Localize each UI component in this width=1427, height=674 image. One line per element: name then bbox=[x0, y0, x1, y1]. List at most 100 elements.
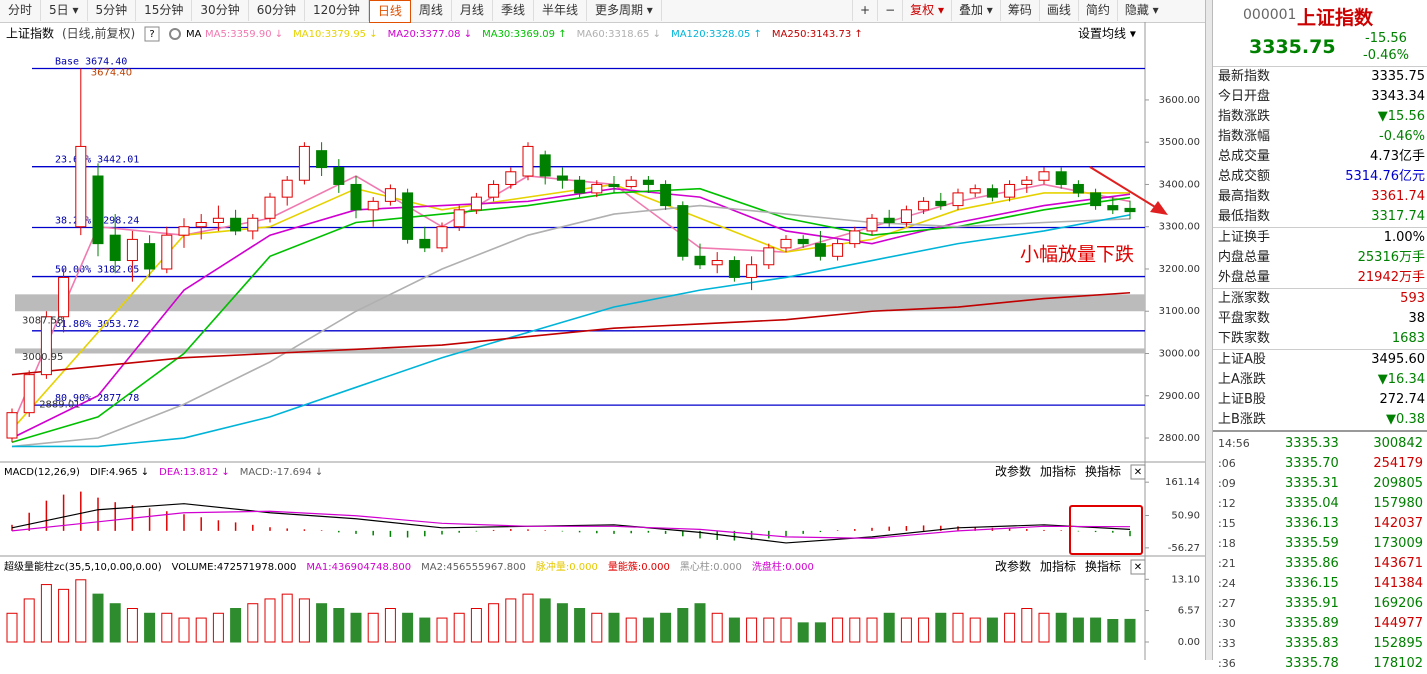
volume-bar bbox=[298, 598, 310, 643]
period-tab[interactable]: 120分钟 bbox=[305, 0, 369, 21]
quote-row: 下跌家数 1683 bbox=[1213, 329, 1427, 349]
tool-button[interactable]: + bbox=[852, 0, 877, 21]
fib-label: 80.90% 2877.78 bbox=[55, 393, 139, 404]
splitter[interactable] bbox=[1205, 0, 1213, 660]
candle-body bbox=[711, 260, 723, 266]
ma-line bbox=[12, 214, 1131, 448]
period-tab[interactable]: 15分钟 bbox=[136, 0, 193, 21]
candle-body bbox=[556, 175, 568, 181]
ma-line bbox=[11, 204, 1131, 448]
candle-body bbox=[1055, 171, 1067, 185]
tick-time: :21 bbox=[1218, 557, 1236, 570]
period-tab[interactable]: 半年线 bbox=[534, 0, 587, 21]
quote-row: 上涨家数 593 bbox=[1213, 288, 1427, 309]
tool-button[interactable]: 画线 bbox=[1038, 0, 1078, 21]
period-tab[interactable]: 60分钟 bbox=[249, 0, 305, 21]
period-tab[interactable]: 5日 ▾ bbox=[41, 0, 88, 21]
period-tab[interactable]: 30分钟 bbox=[192, 0, 249, 21]
y-tick-label: 3300.00 bbox=[1159, 222, 1200, 233]
volume-bar bbox=[763, 617, 775, 643]
period-tab[interactable]: 分时 bbox=[0, 0, 42, 21]
annotation-arrow bbox=[1089, 166, 1161, 211]
quote-label: 上A涨跌 bbox=[1218, 372, 1266, 387]
highlight-box bbox=[1069, 505, 1143, 555]
volume-bar bbox=[574, 608, 586, 643]
candle-body bbox=[694, 255, 706, 266]
ma-legend: MA10:3379.95 ↓ bbox=[293, 29, 377, 40]
indicator-button[interactable]: 改参数 bbox=[995, 464, 1031, 479]
tool-button[interactable]: 筹码 bbox=[999, 0, 1039, 21]
volume-bar bbox=[591, 612, 603, 643]
tick-price: 3335.33 bbox=[1285, 436, 1339, 451]
toolbar: 分时 5日 ▾ 5分钟 15分钟 30分钟 60分钟 120分钟 日线 周线 月线 季线 半年线 更多周… bbox=[0, 0, 1205, 23]
quote-row: 上证A股 3495.60 bbox=[1213, 349, 1427, 370]
dea-line bbox=[11, 510, 1131, 540]
tool-button[interactable]: 简约 bbox=[1077, 0, 1117, 21]
quote-row: 最新指数 3335.75 bbox=[1213, 67, 1427, 87]
volume-bar bbox=[419, 617, 431, 643]
candle-body bbox=[935, 200, 947, 207]
indicator-button[interactable]: 改参数 bbox=[995, 559, 1031, 574]
quote-value: 3361.74 bbox=[1371, 189, 1425, 204]
tick-time: :24 bbox=[1218, 577, 1236, 590]
candle-body bbox=[591, 183, 603, 194]
period-tab[interactable]: 日线 bbox=[368, 0, 411, 23]
volume-bar bbox=[470, 608, 482, 643]
indicator-button[interactable]: 换指标 bbox=[1085, 559, 1121, 574]
indicator-button[interactable]: 换指标 bbox=[1085, 464, 1121, 479]
period-tab[interactable]: 5分钟 bbox=[88, 0, 137, 21]
close-box bbox=[1130, 464, 1146, 480]
quote-label: 总成交量 bbox=[1218, 149, 1271, 164]
tick-row: :06 3335.70 254179 bbox=[1213, 454, 1427, 474]
quote-row: 指数涨跌 ▼15.56 bbox=[1213, 107, 1427, 127]
period-tab[interactable]: 月线 bbox=[452, 0, 493, 21]
ma-settings[interactable]: 设置均线 ▾ bbox=[1078, 27, 1136, 41]
period-tab[interactable]: 更多周期 ▾ bbox=[587, 0, 662, 21]
annotation-arrowhead bbox=[1150, 201, 1168, 215]
volume-bar bbox=[935, 612, 947, 643]
y-tick-label: 3200.00 bbox=[1159, 264, 1200, 275]
quote-label: 指数涨幅 bbox=[1218, 129, 1271, 144]
tool-button[interactable]: 复权 ▾ bbox=[902, 0, 951, 21]
fib-label: Base 3674.40 bbox=[55, 56, 127, 67]
tick-price: 3335.31 bbox=[1285, 476, 1339, 491]
candle-body bbox=[23, 374, 35, 414]
ma-line bbox=[11, 291, 1131, 376]
tool-button[interactable]: 隐藏 ▾ bbox=[1116, 0, 1166, 21]
volume-bar bbox=[230, 608, 242, 643]
fib-label: 50.00% 3182.05 bbox=[55, 265, 139, 276]
period-tab[interactable]: 周线 bbox=[411, 0, 452, 21]
close-button[interactable]: ✕ bbox=[1134, 467, 1142, 478]
indicator-button[interactable]: 加指标 bbox=[1040, 464, 1076, 479]
candle-body bbox=[522, 145, 534, 177]
price-note: 3087.58 bbox=[22, 315, 63, 326]
tick-price: 3336.15 bbox=[1285, 576, 1339, 591]
indicator-title: MACD(12,26,9) bbox=[4, 467, 80, 478]
tick-row: :12 3335.04 157980 bbox=[1213, 494, 1427, 514]
tool-button[interactable]: − bbox=[877, 0, 902, 21]
volume-bar bbox=[126, 608, 138, 643]
candle-body bbox=[918, 200, 930, 211]
indicator-button[interactable]: 加指标 bbox=[1040, 559, 1076, 574]
ma-legend: MA20:3377.08 ↓ bbox=[388, 29, 472, 40]
candle-body bbox=[367, 200, 379, 211]
tool-button[interactable]: 叠加 ▾ bbox=[950, 0, 1000, 21]
indicator-legend: MA1:436904748.800 bbox=[306, 562, 411, 573]
help-box[interactable] bbox=[144, 26, 160, 42]
volume-bar bbox=[986, 617, 998, 643]
period-tab[interactable]: 季线 bbox=[493, 0, 534, 21]
volume-bar bbox=[195, 617, 207, 643]
candle-body bbox=[849, 230, 861, 245]
y-tick-label: 13.10 bbox=[1171, 574, 1200, 585]
ma-legend: MA60:3318.65 ↓ bbox=[577, 29, 661, 40]
tick-volume: 209805 bbox=[1373, 476, 1423, 491]
volume-bar bbox=[797, 622, 809, 643]
close-button[interactable]: ✕ bbox=[1134, 562, 1142, 573]
volume-bar bbox=[281, 593, 293, 643]
candle-body bbox=[6, 412, 18, 439]
volume-bar bbox=[453, 612, 465, 643]
volume-bar bbox=[814, 622, 826, 643]
quote-value: 5314.76亿元 bbox=[1345, 169, 1425, 184]
volume-bar bbox=[367, 612, 379, 643]
volume-bar bbox=[333, 608, 345, 643]
